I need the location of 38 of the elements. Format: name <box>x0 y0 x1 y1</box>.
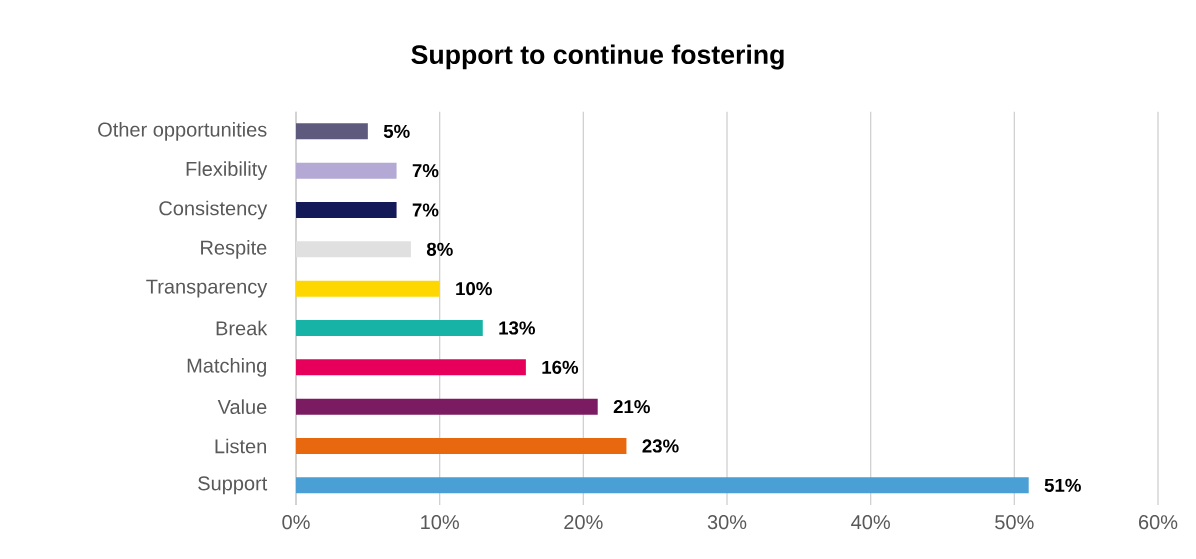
y-tick-label: Value <box>217 399 267 414</box>
x-tick-label: 0% <box>282 515 310 530</box>
data-label: 23% <box>642 439 679 453</box>
bar <box>296 477 1029 494</box>
bar <box>296 123 368 140</box>
bar <box>296 202 397 218</box>
x-tick-label: 50% <box>995 515 1034 530</box>
data-label: 10% <box>456 282 492 296</box>
data-label: 21% <box>613 400 650 414</box>
y-tick-label: Consistency <box>159 200 268 220</box>
x-tick-label: 20% <box>564 515 603 530</box>
bar <box>296 437 627 454</box>
y-tick-label: Listen <box>215 438 266 454</box>
data-label: 13% <box>499 321 536 335</box>
data-label: 16% <box>542 360 579 374</box>
bar <box>296 162 397 179</box>
bar <box>296 241 411 258</box>
data-label: 8% <box>426 242 453 256</box>
y-tick-label: Flexibility <box>186 161 268 180</box>
bar <box>296 359 526 376</box>
x-tick-label: 60% <box>1139 515 1178 530</box>
data-label: 7% <box>412 164 439 178</box>
y-tick-label: Break <box>216 320 268 336</box>
chart-title: Support to continue fostering <box>411 44 784 70</box>
bar <box>296 398 598 415</box>
x-tick-label: 40% <box>851 515 890 530</box>
bar <box>296 280 440 297</box>
data-label: 7% <box>412 203 439 217</box>
y-tick-label: Other opportunities <box>98 122 267 141</box>
x-tick-label: 30% <box>707 515 747 530</box>
y-tick-label: Support <box>198 476 268 495</box>
data-label: 51% <box>1044 478 1081 492</box>
data-label: 5% <box>383 124 410 138</box>
y-tick-label: Transparency <box>146 279 268 298</box>
y-tick-label: Respite <box>201 240 267 259</box>
bar <box>296 319 483 336</box>
y-tick-label: Matching <box>187 358 266 377</box>
x-tick-label: 10% <box>421 515 459 530</box>
